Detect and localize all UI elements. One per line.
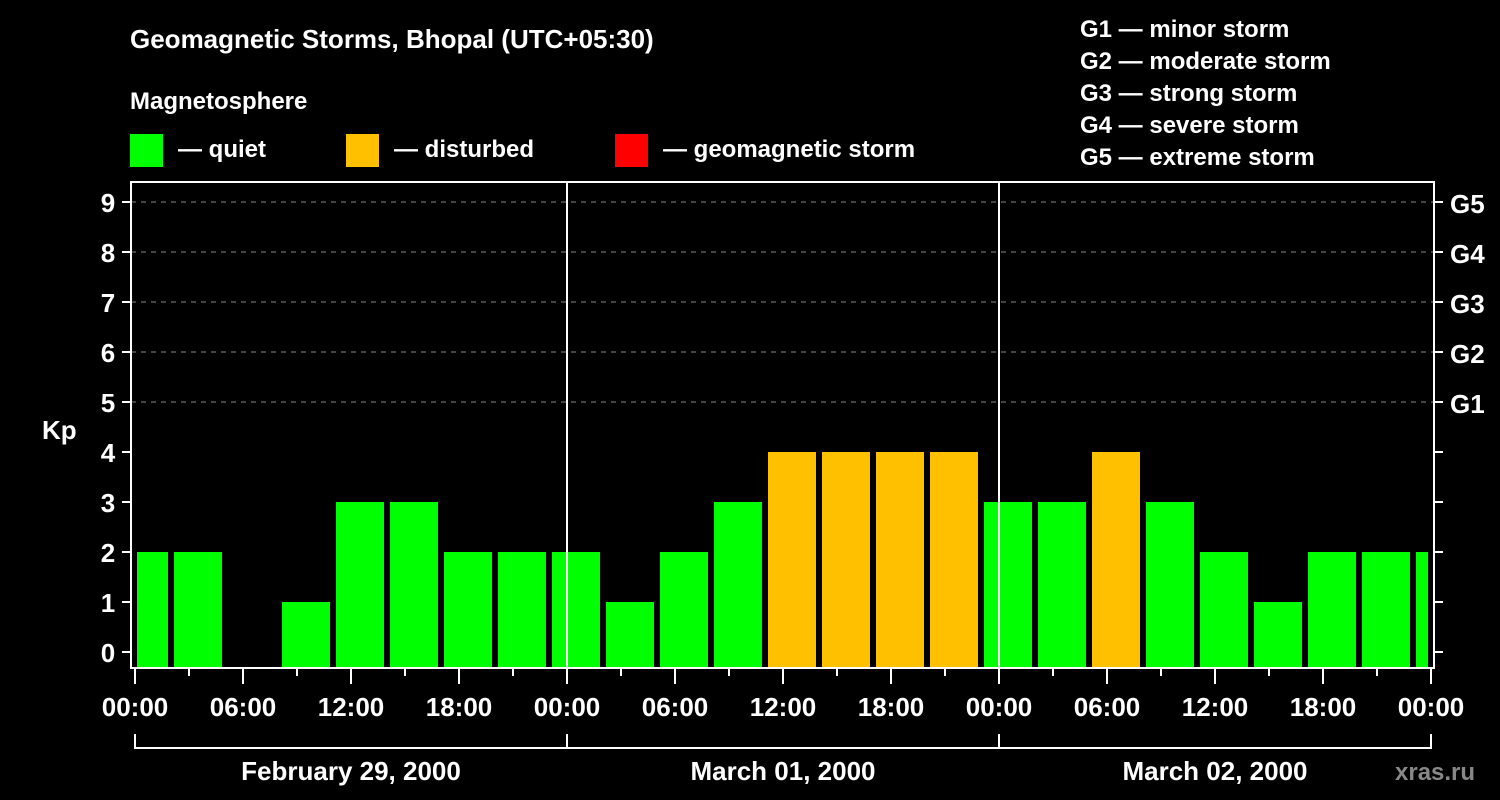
legend-label: — geomagnetic storm bbox=[663, 136, 915, 163]
y-tick-label: 8 bbox=[101, 238, 115, 268]
kp-bar bbox=[876, 452, 924, 668]
g-scale-label: G5 bbox=[1450, 189, 1485, 219]
day-label: March 02, 2000 bbox=[1122, 756, 1307, 786]
y-tick-label: 0 bbox=[101, 638, 115, 668]
legend-label: — quiet bbox=[178, 136, 266, 163]
kp-bar bbox=[768, 452, 816, 668]
g-scale-label: G1 bbox=[1450, 389, 1485, 419]
kp-bar bbox=[660, 552, 708, 668]
x-tick-label: 00:00 bbox=[534, 692, 601, 722]
g-scale-label: G4 bbox=[1450, 239, 1485, 269]
kp-bar bbox=[137, 552, 168, 668]
storm-scale-item: G5 — extreme storm bbox=[1080, 144, 1315, 171]
storm-scale-item: G1 — minor storm bbox=[1080, 16, 1289, 43]
kp-bar bbox=[984, 502, 1032, 668]
chart-title: Geomagnetic Storms, Bhopal (UTC+05:30) bbox=[130, 24, 654, 54]
kp-bar bbox=[1308, 552, 1356, 668]
y-tick-label: 5 bbox=[101, 388, 115, 418]
kp-bar bbox=[822, 452, 870, 668]
y-axis-label: Kp bbox=[42, 415, 77, 445]
kp-bar bbox=[174, 552, 222, 668]
plot-area: 0 1 2 3 4 5 6 7 8 9 G1 G2 G3 G4 G5 00:00 06:00 12:00 18:00… bbox=[101, 181, 1485, 786]
legend: — quiet — disturbed — geomagnetic storm bbox=[130, 134, 915, 167]
y-tick-label: 9 bbox=[101, 188, 115, 218]
y-tick-label: 3 bbox=[101, 488, 115, 518]
kp-bar bbox=[282, 602, 330, 668]
kp-bar bbox=[606, 602, 654, 668]
storm-scale-legend: G1 — minor storm G2 — moderate storm G3 — … bbox=[1080, 16, 1331, 171]
kp-bar bbox=[1038, 502, 1086, 668]
storm-scale-item: G3 — strong storm bbox=[1080, 80, 1297, 107]
kp-bar bbox=[1362, 552, 1410, 668]
legend-swatch bbox=[130, 134, 163, 167]
kp-bar bbox=[390, 502, 438, 668]
y-tick-label: 1 bbox=[101, 588, 115, 618]
storm-scale-item: G4 — severe storm bbox=[1080, 112, 1299, 139]
x-tick-label: 06:00 bbox=[1074, 692, 1141, 722]
kp-bar bbox=[714, 502, 762, 668]
legend-swatch bbox=[346, 134, 379, 167]
x-tick-label: 00:00 bbox=[102, 692, 169, 722]
x-tick-label: 12:00 bbox=[1182, 692, 1249, 722]
x-tick-label: 18:00 bbox=[426, 692, 493, 722]
kp-bar bbox=[1416, 552, 1428, 668]
x-tick-label: 06:00 bbox=[210, 692, 277, 722]
x-tick-label: 06:00 bbox=[642, 692, 709, 722]
x-tick-label: 18:00 bbox=[1290, 692, 1357, 722]
y-tick-label: 4 bbox=[101, 438, 116, 468]
kp-bar bbox=[930, 452, 978, 668]
y-tick-label: 7 bbox=[101, 288, 115, 318]
g-scale-label: G3 bbox=[1450, 289, 1485, 319]
chart-subtitle: Magnetosphere bbox=[130, 88, 307, 115]
y-tick-label: 6 bbox=[101, 338, 115, 368]
legend-swatch bbox=[615, 134, 648, 167]
g-scale-label: G2 bbox=[1450, 339, 1485, 369]
x-tick-label: 18:00 bbox=[858, 692, 925, 722]
kp-bar bbox=[1254, 602, 1302, 668]
kp-bar bbox=[498, 552, 546, 668]
kp-bar bbox=[336, 502, 384, 668]
day-label: March 01, 2000 bbox=[690, 756, 875, 786]
day-label: February 29, 2000 bbox=[241, 756, 461, 786]
x-tick-label: 12:00 bbox=[318, 692, 385, 722]
kp-bar bbox=[1092, 452, 1140, 668]
kp-bar bbox=[1200, 552, 1248, 668]
kp-bar bbox=[552, 552, 600, 668]
x-tick-label: 00:00 bbox=[966, 692, 1033, 722]
kp-bar bbox=[1146, 502, 1194, 668]
x-tick-label: 12:00 bbox=[750, 692, 817, 722]
y-tick-label: 2 bbox=[101, 538, 115, 568]
storm-scale-item: G2 — moderate storm bbox=[1080, 48, 1331, 75]
watermark: xras.ru bbox=[1395, 759, 1475, 786]
x-tick-label: 00:00 bbox=[1398, 692, 1465, 722]
kp-bar bbox=[444, 552, 492, 668]
legend-label: — disturbed bbox=[394, 136, 534, 163]
